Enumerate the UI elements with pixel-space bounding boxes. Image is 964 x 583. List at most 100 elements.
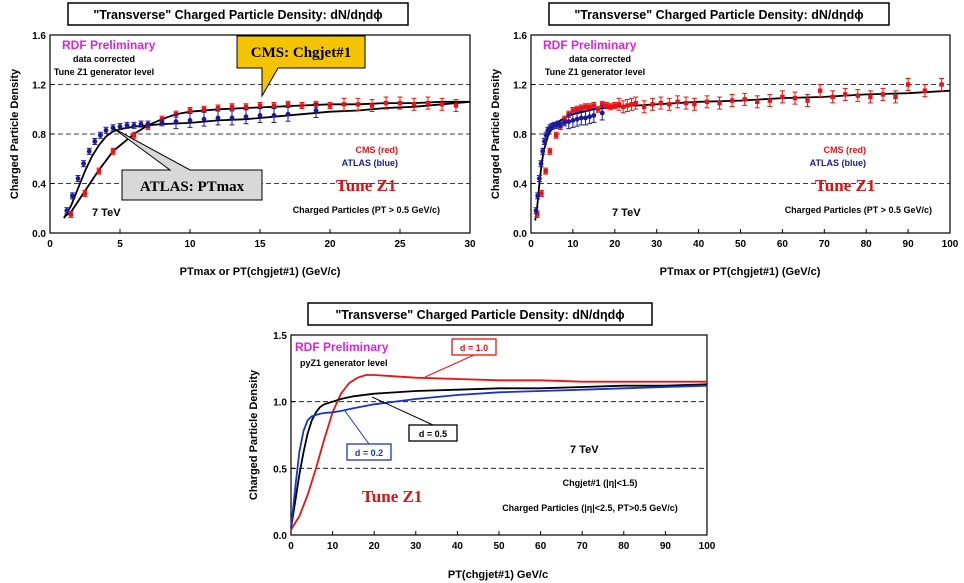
series-line xyxy=(290,384,708,529)
data-point xyxy=(533,208,539,214)
data-corrected-label: data corrected xyxy=(569,54,631,64)
data-point xyxy=(667,102,672,107)
atlas-legend: ATLAS (blue) xyxy=(810,158,866,168)
chart-title: "Transverse" Charged Particle Density: d… xyxy=(574,8,863,22)
chart-title-box xyxy=(307,302,653,326)
data-point xyxy=(570,108,576,113)
data-point xyxy=(369,103,375,108)
data-point xyxy=(625,103,630,108)
y-tick-label: 0.0 xyxy=(273,531,287,542)
data-point xyxy=(767,98,773,103)
chart-bottom: "Transverse" Charged Particle Density: d… xyxy=(248,302,716,581)
y-tick-label: 1.2 xyxy=(32,81,46,92)
data-point xyxy=(215,115,221,121)
data-point xyxy=(82,191,88,196)
data-point xyxy=(574,116,580,122)
x-tick-label: 60 xyxy=(777,239,789,250)
data-point xyxy=(355,102,361,107)
data-point xyxy=(922,88,928,93)
energy-label: 7 TeV xyxy=(612,207,641,219)
data-point xyxy=(570,117,576,123)
data-point xyxy=(704,99,710,105)
data-point xyxy=(692,102,697,107)
data-point xyxy=(557,121,563,127)
data-point xyxy=(780,94,785,100)
data-point xyxy=(562,120,567,126)
x-tick-label: 70 xyxy=(819,239,831,250)
data-point xyxy=(257,113,263,118)
data-point xyxy=(285,102,291,107)
data-point xyxy=(562,116,567,122)
x-tick-label: 80 xyxy=(861,239,873,250)
x-tick-label: 90 xyxy=(660,541,672,552)
data-point xyxy=(425,100,431,106)
tune-z1-label: Tune Z1 xyxy=(362,487,422,506)
data-point xyxy=(271,103,277,108)
data-point xyxy=(855,93,861,98)
y-tick-label: 0.8 xyxy=(513,130,527,141)
data-point xyxy=(535,212,540,217)
x-tick-label: 50 xyxy=(493,541,505,552)
y-tick-label: 1.2 xyxy=(513,81,527,92)
data-point xyxy=(124,122,130,128)
data-point xyxy=(729,98,735,103)
data-point xyxy=(539,191,544,196)
data-point xyxy=(742,97,747,102)
chart-title-box xyxy=(548,2,890,26)
data-point xyxy=(131,122,137,128)
chart-top-right: "Transverse" Charged Particle Density: d… xyxy=(490,2,959,278)
y-axis-label: Charged Particle Density xyxy=(248,369,260,500)
data-point xyxy=(587,114,593,120)
data-point xyxy=(110,149,116,154)
y-tick-label: 0.5 xyxy=(273,464,287,475)
data-point xyxy=(633,100,638,106)
x-tick-label: 100 xyxy=(699,541,716,552)
chart-title-box xyxy=(67,2,409,26)
data-point xyxy=(540,148,546,154)
data-point xyxy=(257,103,263,108)
data-point xyxy=(159,120,165,126)
d02-label: d = 0.2 xyxy=(355,448,383,458)
y-tick-label: 1.6 xyxy=(513,31,527,42)
y-axis-label: Charged Particle Density xyxy=(9,68,21,199)
rdf-preliminary-label: RDF Preliminary xyxy=(543,38,637,52)
tune-z1-label: Tune Z1 xyxy=(336,176,396,195)
y-tick-label: 1.6 xyxy=(32,31,46,42)
data-point xyxy=(243,104,249,109)
data-point xyxy=(620,104,626,109)
charged-particles-label: Charged Particles (|η|<2.5, PT>0.5 GeV/c… xyxy=(502,503,678,513)
data-point xyxy=(817,88,823,93)
data-point xyxy=(755,99,760,105)
x-tick-label: 60 xyxy=(535,541,547,552)
data-point xyxy=(92,139,98,144)
x-tick-label: 0 xyxy=(528,239,534,250)
data-point xyxy=(578,115,584,121)
data-point xyxy=(215,105,221,111)
series-line xyxy=(63,100,471,219)
y-tick-label: 0.4 xyxy=(513,180,527,191)
cms-callout-label: CMS: Chgjet#1 xyxy=(251,45,351,61)
data-point xyxy=(612,103,617,108)
tune-z1-label: Tune Z1 xyxy=(815,176,875,195)
data-point xyxy=(629,102,634,107)
data-point xyxy=(595,107,601,112)
data-point xyxy=(138,121,144,127)
data-point xyxy=(608,104,613,109)
data-point xyxy=(453,103,459,108)
data-point xyxy=(68,212,74,217)
data-point xyxy=(98,132,103,138)
data-point xyxy=(880,92,886,97)
data-point xyxy=(131,133,137,138)
x-tick-label: 0 xyxy=(47,239,53,250)
x-tick-label: 0 xyxy=(288,541,294,552)
data-point xyxy=(75,176,81,181)
data-point xyxy=(830,94,835,100)
d05-pointer xyxy=(371,396,434,426)
data-point xyxy=(159,116,165,122)
data-point xyxy=(717,100,722,106)
data-point xyxy=(229,104,235,109)
x-tick-label: 50 xyxy=(735,239,747,250)
data-point xyxy=(86,148,92,154)
data-point xyxy=(70,193,75,199)
generator-label: Tune Z1 generator level xyxy=(54,67,154,77)
